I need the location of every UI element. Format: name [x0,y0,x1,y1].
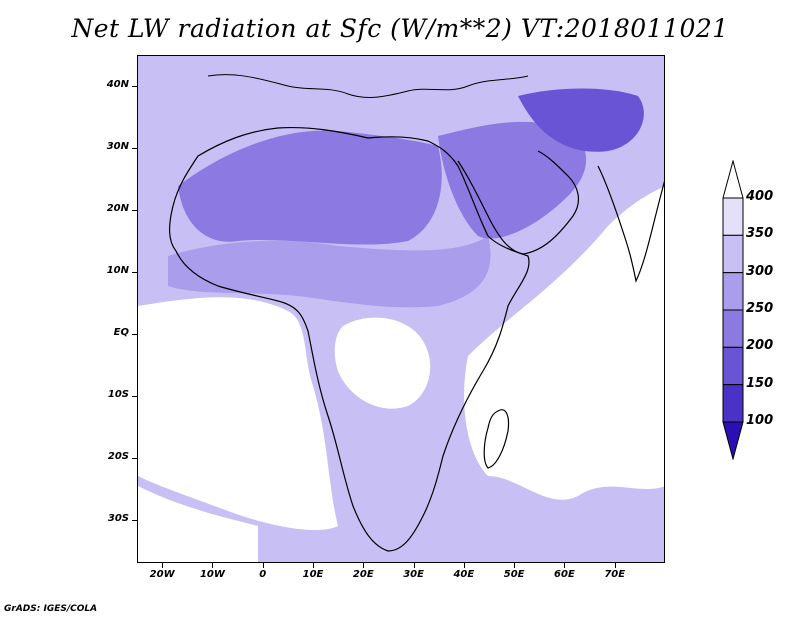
lon-tick-mark [514,563,516,568]
colorbar-band [722,346,744,386]
radiation-map [138,56,664,562]
lat-tick-label: 30N [106,140,129,152]
lon-tick-mark [564,563,566,568]
colorbar-label: 400 [746,189,774,204]
colorbar-label: 350 [746,226,774,242]
lat-tick-label: EQ [113,326,129,338]
colorbar-top-triangle [722,160,744,199]
colorbar-bottom-triangle [722,421,744,460]
lon-tick-mark [363,563,365,568]
colorbar-band [722,234,744,274]
field-dark-arabia [438,121,587,239]
map-title: Net LW radiation at Sfc (W/m**2) VT:2018… [71,14,729,43]
lat-tick-label: 40N [106,78,129,90]
lat-tick-mark [132,147,137,149]
lon-tick-mark [212,563,214,568]
map-panel [137,55,665,563]
lon-tick-label: 0 [259,569,267,580]
lat-tick-mark [132,457,137,459]
lat-tick-label: 20S [107,450,129,462]
colorbar-band [722,197,744,236]
coastline-arabia [457,150,580,255]
field-white-atlantic [138,297,338,531]
lat-tick-mark [132,271,137,273]
lon-tick-label: 40E [453,569,475,580]
lat-tick-label: 20N [106,202,129,214]
credit-text: GrADS: IGES/COLA [4,604,98,614]
colorbar-label: 300 [746,263,774,279]
coastline-madagascar [483,409,510,469]
lat-tick-mark [132,333,137,335]
field-white-congo [334,317,431,409]
colorbar-band [722,384,744,423]
lon-tick-mark [413,563,415,568]
lon-tick-label: 20W [149,569,175,580]
colorbar-band [722,272,744,311]
coastline-europe [207,74,529,98]
lon-tick-mark [313,563,314,568]
lat-tick-mark [132,209,137,211]
lon-tick-label: 10W [199,569,225,580]
lon-tick-mark [262,563,264,568]
lon-tick-mark [162,563,164,568]
coastline-africa [169,127,530,552]
lon-tick-label: 60E [554,569,575,580]
colorbar [722,160,744,460]
field-white-indian [464,186,664,500]
lat-tick-mark [132,85,137,87]
field-dark-sahara [178,130,442,245]
field-mid-sahel [168,236,491,308]
lat-tick-mark [132,395,137,397]
lon-tick-label: 30E [403,569,424,580]
lon-tick-label: 70E [604,569,626,580]
lon-tick-mark [614,563,616,568]
lon-tick-label: 50E [503,569,525,580]
field-darkest-iran [518,88,644,152]
lat-tick-label: 10N [106,264,129,276]
lon-tick-mark [463,563,465,568]
lat-tick-mark [132,519,137,521]
colorbar-band [722,309,744,348]
lat-tick-label: 10S [107,388,129,400]
field-white-south [138,486,258,562]
colorbar-label: 250 [746,301,774,316]
lon-tick-label: 10E [302,569,324,580]
colorbar-label: 200 [746,338,774,354]
colorbar-label: 100 [746,413,774,428]
lon-tick-label: 20E [352,569,374,580]
colorbar-label: 150 [746,375,774,391]
coastline-india [597,165,664,283]
lat-tick-label: 30S [107,512,129,524]
